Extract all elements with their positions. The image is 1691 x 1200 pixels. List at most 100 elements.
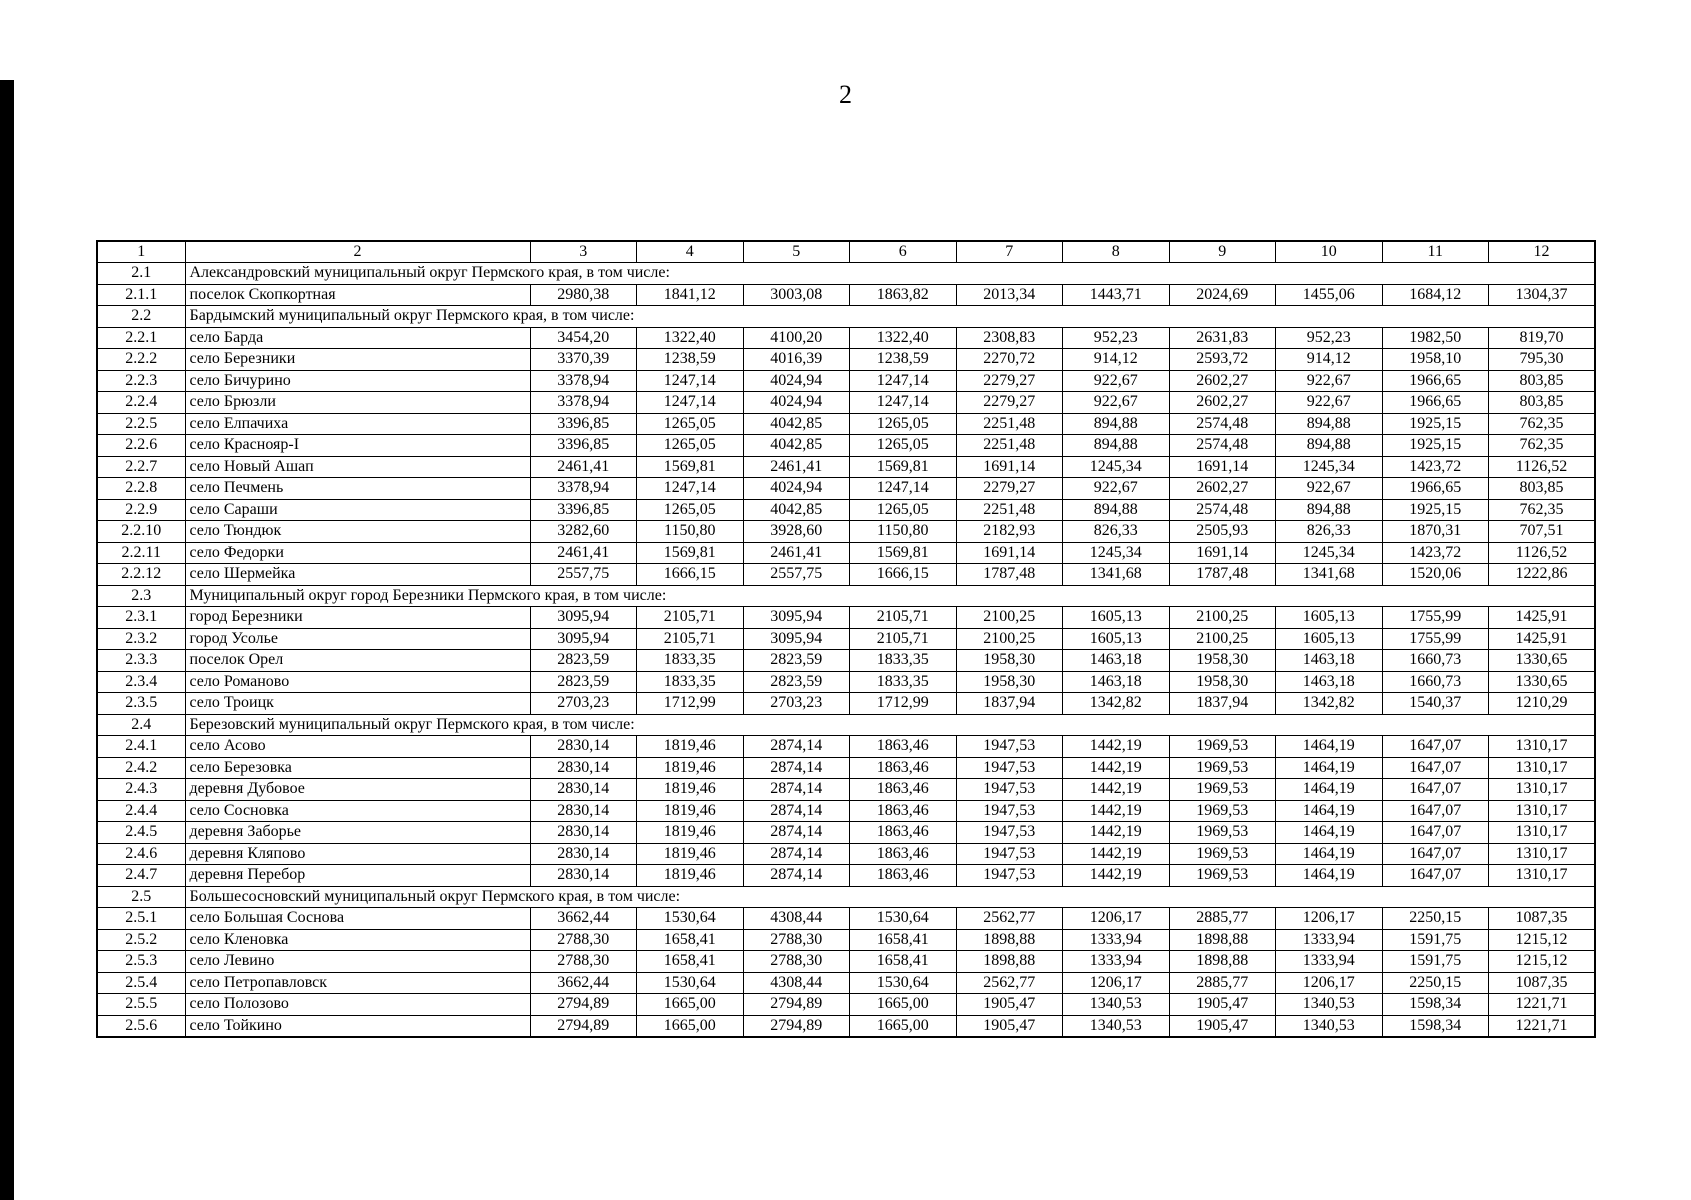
column-header: 1 (96, 240, 186, 263)
tariff-value: 1947,53 (955, 821, 1063, 844)
table-header-row: 1 2 3 4 5 6 7 8 9 10 11 12 (96, 240, 1596, 263)
section-label: Александровский муниципальный округ Перм… (184, 262, 1596, 285)
tariff-value: 2105,71 (849, 606, 957, 629)
settlement-name: село Краснояр-I (184, 434, 531, 457)
tariff-value: 2100,25 (955, 627, 1063, 650)
settlement-name: село Тюндюк (184, 520, 531, 543)
page-number: 2 (839, 80, 852, 109)
tariff-value: 1905,47 (1168, 993, 1276, 1016)
tariff-value: 1947,53 (955, 735, 1063, 758)
tariff-value: 1530,64 (849, 971, 957, 994)
row-number: 2.5.1 (96, 907, 186, 930)
tariff-value: 1540,37 (1381, 692, 1489, 715)
tariff-value: 1215,12 (1488, 950, 1596, 973)
tariff-value: 2830,14 (529, 735, 637, 758)
row-number: 2.2 (96, 305, 186, 328)
tariff-value: 2830,14 (529, 756, 637, 779)
tariff-value: 894,88 (1062, 434, 1170, 457)
table-row: 2.2.6 село Краснояр-I 3396,85 1265,05 4042,8… (96, 434, 1596, 457)
table-row: 2.2.10 село Тюндюк 3282,60 1150,80 3928,60 11… (96, 520, 1596, 543)
tariff-value: 2602,27 (1168, 477, 1276, 500)
tariff-value: 894,88 (1062, 498, 1170, 521)
tariff-value: 3378,94 (529, 369, 637, 392)
table-row: 2.5.5 село Полозово 2794,89 1665,00 2794,89 1… (96, 993, 1596, 1016)
tariff-value: 4100,20 (742, 326, 850, 349)
tariff-value: 2100,25 (1168, 606, 1276, 629)
tariff-value: 2874,14 (742, 842, 850, 865)
tariff-value: 922,67 (1275, 369, 1383, 392)
tariff-value: 1310,17 (1488, 735, 1596, 758)
tariff-value: 2105,71 (636, 627, 744, 650)
tariff-value: 1443,71 (1062, 283, 1170, 306)
tariff-value: 1333,94 (1275, 928, 1383, 951)
tariff-value: 2874,14 (742, 821, 850, 844)
row-number: 2.3 (96, 584, 186, 607)
section-row: 2.2 Бардымский муниципальный округ Пермск… (96, 305, 1596, 328)
tariff-value: 1925,15 (1381, 434, 1489, 457)
tariff-value: 3662,44 (529, 971, 637, 994)
row-number: 2.4 (96, 713, 186, 736)
table-row: 2.2.1 село Барда 3454,20 1322,40 4100,20 1322… (96, 326, 1596, 349)
column-header: 7 (955, 240, 1063, 263)
tariff-value: 2557,75 (529, 563, 637, 586)
tariff-value: 1712,99 (849, 692, 957, 715)
row-number: 2.2.3 (96, 369, 186, 392)
table-row: 2.2.4 село Брюзли 3378,94 1247,14 4024,94 124… (96, 391, 1596, 414)
tariff-value: 1833,35 (636, 670, 744, 693)
tariff-value: 914,12 (1062, 348, 1170, 371)
tariff-value: 2251,48 (955, 412, 1063, 435)
tariff-value: 3095,94 (529, 606, 637, 629)
row-number: 2.2.9 (96, 498, 186, 521)
tariff-value: 4308,44 (742, 907, 850, 930)
tariff-value: 1221,71 (1488, 993, 1596, 1016)
tariff-value: 2788,30 (529, 928, 637, 951)
settlement-name: город Усолье (184, 627, 531, 650)
row-number: 2.4.4 (96, 799, 186, 822)
tariff-value: 1898,88 (955, 928, 1063, 951)
row-number: 2.5 (96, 885, 186, 908)
table-row: 2.2.5 село Елпачиха 3396,85 1265,05 4042,85 1… (96, 412, 1596, 435)
tariff-value: 1463,18 (1062, 649, 1170, 672)
tariff-value: 1442,19 (1062, 735, 1170, 758)
tariff-value: 4308,44 (742, 971, 850, 994)
tariff-value: 1658,41 (636, 928, 744, 951)
table-row: 2.2.12 село Шермейка 2557,75 1666,15 2557,75… (96, 563, 1596, 586)
tariff-value: 1647,07 (1381, 821, 1489, 844)
tariff-value: 1755,99 (1381, 606, 1489, 629)
row-number: 2.2.12 (96, 563, 186, 586)
tariff-value: 762,35 (1488, 434, 1596, 457)
tariff-value: 1247,14 (636, 391, 744, 414)
tariff-value: 2574,48 (1168, 434, 1276, 457)
table-row: 2.5.4 село Петропавловск 3662,44 1530,64 430… (96, 971, 1596, 994)
table-row: 2.2.11 село Федорки 2461,41 1569,81 2461,41 1… (96, 541, 1596, 564)
tariff-table: 1 2 3 4 5 6 7 8 9 10 11 12 2.1 Александровский муниц… (96, 240, 1596, 1038)
tariff-value: 3378,94 (529, 477, 637, 500)
tariff-value: 2574,48 (1168, 498, 1276, 521)
tariff-value: 1665,00 (849, 1014, 957, 1037)
table-row: 2.4.5 деревня Заборье 2830,14 1819,46 2874,1… (96, 821, 1596, 844)
tariff-value: 2105,71 (849, 627, 957, 650)
tariff-value: 1925,15 (1381, 498, 1489, 521)
column-header: 6 (849, 240, 957, 263)
settlement-name: деревня Перебор (184, 864, 531, 887)
section-row: 2.5 Большесосновский муниципальный округ … (96, 885, 1596, 908)
tariff-value: 1340,53 (1275, 993, 1383, 1016)
table-row: 2.2.3 село Бичурино 3378,94 1247,14 4024,94 1… (96, 369, 1596, 392)
row-number: 2.2.4 (96, 391, 186, 414)
tariff-value: 1221,71 (1488, 1014, 1596, 1037)
tariff-value: 1605,13 (1062, 606, 1170, 629)
tariff-value: 1247,14 (849, 391, 957, 414)
tariff-value: 1863,46 (849, 799, 957, 822)
settlement-name: деревня Дубовое (184, 778, 531, 801)
row-number: 2.2.7 (96, 455, 186, 478)
settlement-name: село Кленовка (184, 928, 531, 951)
tariff-value: 1265,05 (849, 412, 957, 435)
tariff-value: 1969,53 (1168, 735, 1276, 758)
tariff-value: 2631,83 (1168, 326, 1276, 349)
row-number: 2.4.2 (96, 756, 186, 779)
tariff-value: 2251,48 (955, 498, 1063, 521)
tariff-value: 1265,05 (849, 498, 957, 521)
tariff-value: 2461,41 (529, 455, 637, 478)
tariff-value: 1530,64 (849, 907, 957, 930)
row-number: 2.5.4 (96, 971, 186, 994)
